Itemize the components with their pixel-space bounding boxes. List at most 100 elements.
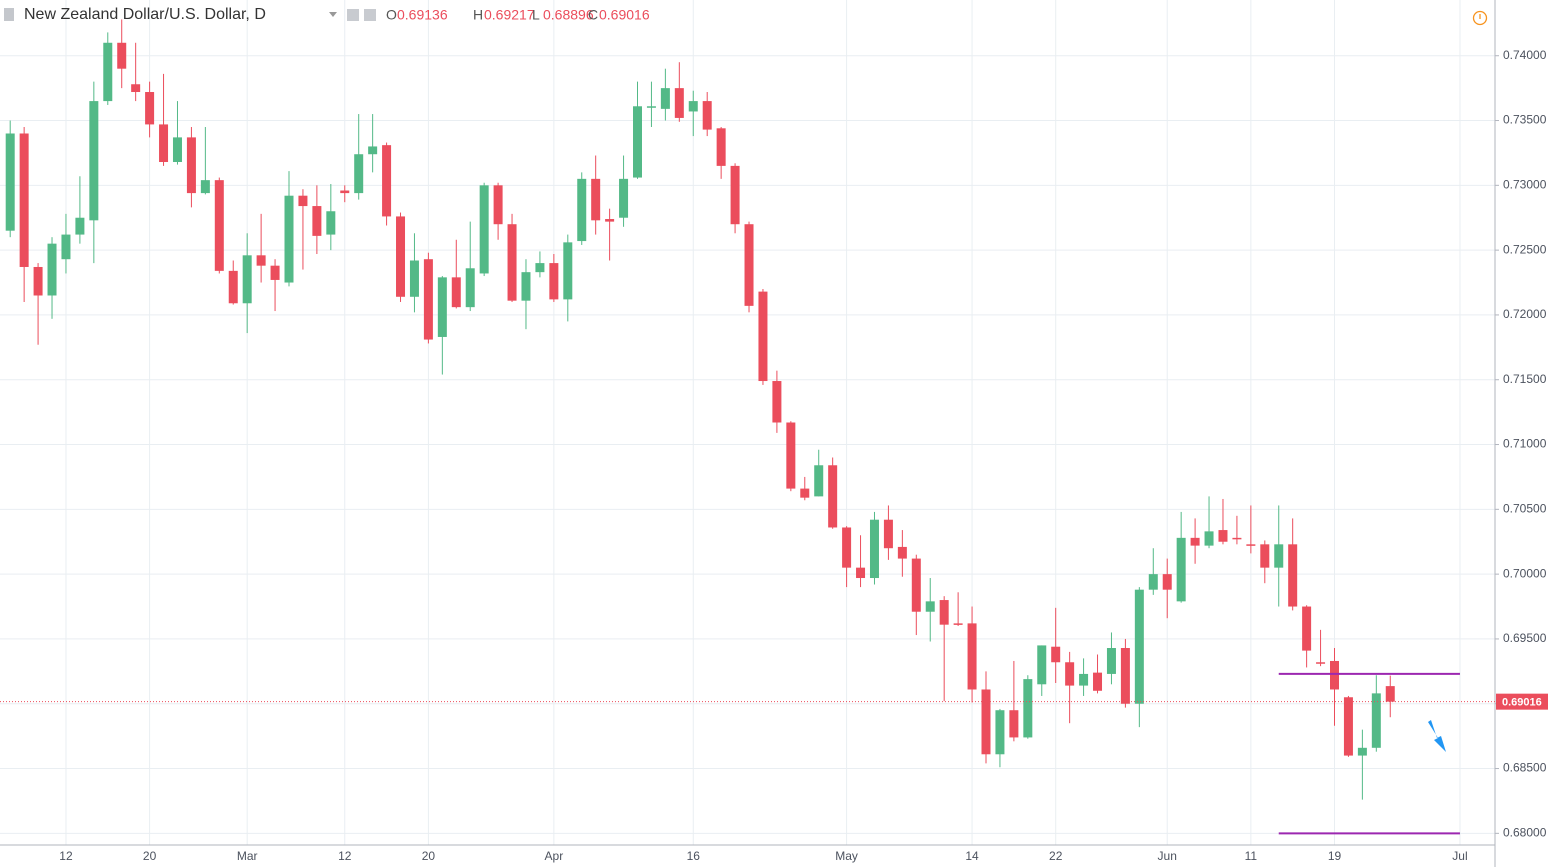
candle-body — [382, 145, 392, 217]
candle-body — [646, 106, 656, 108]
candle-body — [925, 601, 935, 612]
candle-body — [744, 224, 754, 306]
candle-body — [911, 558, 921, 612]
y-tick-label: 0.74000 — [1503, 48, 1547, 62]
candle-body — [786, 422, 796, 489]
candle-body — [354, 154, 364, 194]
candle-body — [814, 465, 824, 497]
grid — [0, 0, 1495, 845]
candle-body — [5, 133, 15, 231]
ohlc-value: 0.68896 — [543, 7, 594, 23]
x-tick-label: 20 — [422, 849, 436, 863]
candle-body — [200, 180, 210, 194]
eye-icon[interactable] — [347, 9, 359, 21]
ohlc-label: H — [473, 7, 483, 23]
y-tick-label: 0.69500 — [1503, 631, 1547, 645]
last-price-box — [1496, 693, 1548, 710]
y-tick-label: 0.71000 — [1503, 437, 1547, 451]
candle-body — [33, 266, 43, 296]
x-tick-label: 20 — [143, 849, 157, 863]
candle-body — [1176, 537, 1186, 602]
ohlc-value: 0.69217 — [484, 7, 535, 23]
candle-body — [228, 270, 238, 304]
settings-icon[interactable] — [364, 9, 376, 21]
candle-body — [1357, 747, 1367, 756]
candle-body — [1385, 686, 1395, 702]
candle-body — [131, 84, 141, 93]
candle-body — [716, 128, 726, 166]
candle-body — [396, 216, 406, 297]
candle-body — [1009, 710, 1019, 738]
candle-body — [591, 178, 601, 221]
y-tick-label: 0.68000 — [1503, 826, 1547, 840]
candle-body — [493, 185, 503, 225]
candle-body — [883, 519, 893, 549]
ohlc-label: L — [532, 7, 540, 23]
symbol-icon[interactable] — [4, 8, 14, 21]
candle-body — [1232, 537, 1242, 540]
candle-body — [479, 185, 489, 274]
candle-body — [1051, 646, 1061, 663]
x-tick-label: 12 — [59, 849, 73, 863]
candle-body — [702, 101, 712, 130]
candles — [5, 19, 1395, 800]
candle-body — [75, 217, 85, 235]
candle-body — [856, 567, 866, 579]
candle-body — [633, 106, 642, 178]
candle-body — [47, 243, 57, 296]
candle-body — [953, 623, 963, 625]
candle-body — [995, 710, 1005, 755]
candle-body — [535, 263, 545, 273]
candle-body — [967, 623, 977, 690]
candle-body — [1093, 672, 1103, 691]
candle-body — [674, 88, 684, 118]
y-tick-label: 0.70500 — [1503, 502, 1547, 516]
x-tick-label: 14 — [965, 849, 979, 863]
y-tick-label: 0.71500 — [1503, 372, 1547, 386]
candle-body — [451, 277, 461, 308]
candle-body — [1371, 693, 1381, 748]
candle-body — [409, 260, 419, 297]
x-tick-label: 16 — [687, 849, 701, 863]
candle-body — [284, 195, 294, 283]
candle-body — [1065, 662, 1075, 686]
candle-body — [549, 263, 559, 300]
y-tick-label: 0.70000 — [1503, 566, 1547, 580]
candle-body — [939, 600, 949, 625]
ohlc-value: 0.69136 — [397, 7, 448, 23]
candle-body — [437, 277, 447, 337]
dropdown-icon[interactable] — [329, 12, 337, 17]
candle-body — [842, 527, 852, 568]
alert-icon[interactable] — [1472, 10, 1488, 26]
x-tick-label: May — [835, 849, 858, 863]
candle-body — [103, 42, 113, 102]
candle-body — [1330, 660, 1339, 690]
candle-body — [1204, 531, 1214, 546]
candle-body — [117, 42, 127, 69]
last-price-label: 0.69016 — [1502, 697, 1542, 709]
candle-body — [423, 259, 433, 340]
candle-body — [1343, 697, 1353, 756]
candle-body — [1134, 589, 1144, 704]
candle-body — [619, 178, 629, 218]
candle-body — [1246, 544, 1256, 546]
ohlc-value: 0.69016 — [599, 7, 650, 23]
candle-body — [1260, 544, 1270, 568]
candle-body — [1106, 648, 1116, 674]
candle-body — [563, 242, 573, 300]
candle-body — [1288, 544, 1298, 607]
candle-body — [1274, 544, 1284, 568]
x-tick-label: 12 — [338, 849, 352, 863]
candle-body — [61, 234, 71, 260]
candle-body — [256, 255, 266, 266]
x-tick-label: 19 — [1328, 849, 1342, 863]
candle-body — [242, 255, 252, 304]
candle-body — [730, 165, 740, 225]
x-tick-label: Mar — [237, 849, 258, 863]
candle-body — [159, 124, 169, 163]
ohlc-label: O — [386, 7, 397, 23]
arrow-annotation — [1428, 720, 1446, 752]
candle-body — [1037, 645, 1047, 685]
